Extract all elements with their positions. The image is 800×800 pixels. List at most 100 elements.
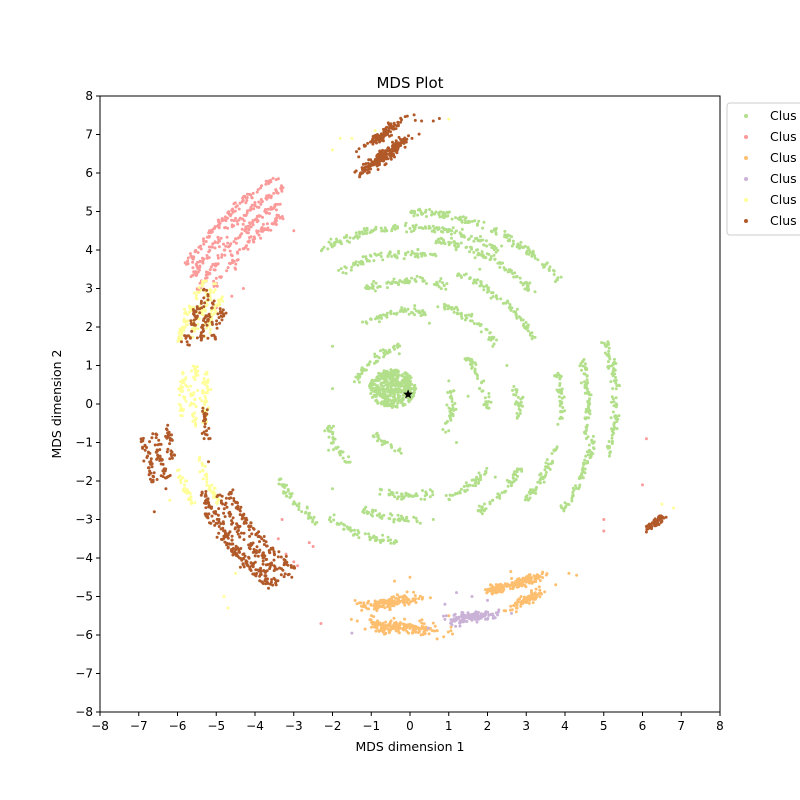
series-1-point [411, 495, 415, 498]
series-1-point [376, 439, 379, 443]
series-6-point [391, 140, 394, 144]
series-1-point [479, 330, 483, 334]
series-2-point [278, 215, 282, 219]
series-4-point [426, 626, 430, 630]
series-5-point [350, 136, 354, 140]
series-1-point [607, 346, 611, 350]
series-1-point [585, 378, 589, 382]
series-2-point [222, 248, 226, 252]
series-5-point [189, 384, 193, 388]
series-1-point [423, 497, 427, 501]
series-1-point [393, 223, 397, 227]
series-6-point [259, 573, 263, 576]
series-1-point [395, 311, 399, 315]
series-1-point [560, 416, 564, 420]
series-1-point [431, 518, 435, 521]
series-5-point [222, 595, 226, 598]
series-1-point [479, 235, 482, 238]
series-1-point [410, 310, 413, 314]
x-tick-label: 6 [639, 719, 647, 733]
series-1-point [468, 276, 472, 280]
series-6-point [243, 554, 247, 558]
series-1-point [469, 245, 472, 249]
series-1-point [364, 286, 367, 290]
series-1-point [506, 484, 510, 488]
series-1-point [403, 382, 407, 386]
series-1-point [437, 227, 441, 231]
series-2-point [275, 213, 279, 217]
series-5-point [183, 312, 187, 316]
series-1-point [531, 249, 535, 253]
series-1-point [462, 485, 466, 488]
series-1-point [535, 485, 538, 489]
series-5-point [447, 117, 451, 121]
series-2-point [207, 250, 211, 254]
series-3-point [384, 627, 388, 631]
series-4-point [486, 617, 490, 621]
series-3-point [402, 626, 406, 630]
series-1-point [509, 484, 513, 488]
series-6-point [207, 512, 211, 516]
series-6-point [168, 457, 172, 461]
series-1-point [612, 368, 616, 372]
series-2-point [199, 247, 203, 251]
series-1-point [485, 466, 489, 470]
series-1-point [375, 376, 379, 380]
series-1-point [396, 513, 400, 517]
series-3-point [355, 602, 359, 606]
series-6-point [239, 505, 243, 509]
series-5-point [338, 136, 342, 140]
series-3-point [427, 632, 431, 636]
series-6-point [417, 132, 421, 136]
series-5-point [198, 456, 201, 460]
series-1-point [441, 215, 445, 219]
series-6-point [224, 496, 228, 500]
series-1-point [414, 387, 418, 391]
series-1-point [398, 518, 402, 522]
series-6-point [148, 477, 152, 481]
series-3-point [419, 633, 423, 637]
series-6-point [242, 565, 246, 569]
series-1-point [423, 210, 427, 214]
series-6-point [236, 554, 240, 558]
series-2-point [247, 240, 251, 244]
series-1-point [456, 308, 460, 312]
series-1-point [510, 235, 514, 239]
series-5-point [193, 370, 197, 374]
series-3-point [395, 602, 399, 606]
series-1-point [614, 387, 618, 391]
series-1-point [377, 356, 381, 360]
series-4-point [475, 620, 479, 624]
series-6-point [367, 158, 371, 162]
series-1-point [367, 286, 371, 289]
y-tick-label: −3 [75, 513, 93, 527]
series-6-point [164, 487, 168, 491]
series-3-point [380, 605, 384, 609]
series-6-point [199, 338, 203, 342]
series-1-point [373, 379, 376, 383]
series-1-point [561, 406, 565, 409]
series-5-point [203, 465, 207, 468]
series-3-point [529, 579, 533, 583]
series-1-point [389, 538, 393, 542]
y-tick-label: 6 [85, 166, 93, 180]
series-2-point [284, 552, 288, 556]
series-5-point [215, 501, 218, 504]
series-1-point [471, 484, 475, 488]
series-1-point [515, 388, 519, 392]
series-1-point [614, 376, 617, 379]
series-1-point [450, 217, 454, 221]
series-1-point [337, 268, 341, 272]
series-1-point [340, 242, 343, 246]
series-6-point [231, 488, 235, 492]
series-6-point [369, 167, 373, 171]
series-1-point [378, 285, 382, 289]
series-1-point [364, 255, 368, 259]
series-1-point [547, 462, 550, 466]
series-6-point [396, 120, 400, 124]
series-1-point [444, 421, 448, 425]
series-1-point [377, 387, 381, 391]
series-2-point [278, 202, 282, 206]
series-1-point [455, 441, 458, 444]
